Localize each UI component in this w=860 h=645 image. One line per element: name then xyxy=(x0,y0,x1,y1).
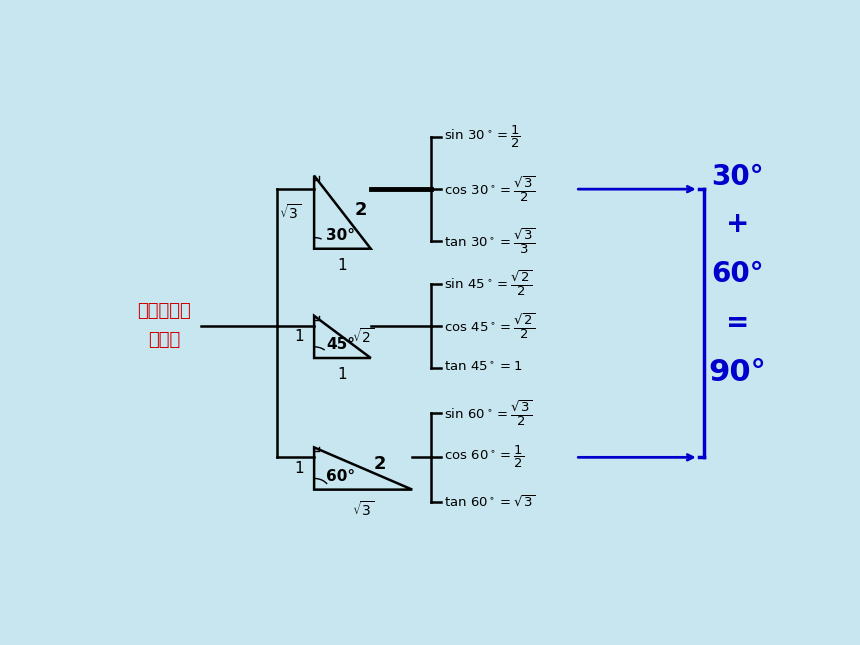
Text: 2: 2 xyxy=(354,201,367,219)
Text: $\sin\,45^\circ = \dfrac{\sqrt{2}}{2}$: $\sin\,45^\circ = \dfrac{\sqrt{2}}{2}$ xyxy=(444,268,532,299)
Text: 1: 1 xyxy=(294,461,304,476)
Text: 1: 1 xyxy=(338,367,347,382)
Text: $\tan\,45^\circ = 1$: $\tan\,45^\circ = 1$ xyxy=(444,361,522,375)
Text: $\tan\,60^\circ = \sqrt{3}$: $\tan\,60^\circ = \sqrt{3}$ xyxy=(444,495,535,510)
Text: $\cos\,45^\circ = \dfrac{\sqrt{2}}{2}$: $\cos\,45^\circ = \dfrac{\sqrt{2}}{2}$ xyxy=(444,311,536,341)
Text: $\cos\,30^\circ = \dfrac{\sqrt{3}}{2}$: $\cos\,30^\circ = \dfrac{\sqrt{3}}{2}$ xyxy=(444,174,536,204)
Text: 30°: 30° xyxy=(711,163,764,191)
Text: 60°: 60° xyxy=(326,469,355,484)
Text: $\cos\,60^\circ = \dfrac{1}{2}$: $\cos\,60^\circ = \dfrac{1}{2}$ xyxy=(444,444,524,470)
Text: 1: 1 xyxy=(338,258,347,273)
Text: 30°: 30° xyxy=(326,228,355,243)
Text: 特殊角的三
角函数: 特殊角的三 角函数 xyxy=(138,302,191,350)
Text: 45°: 45° xyxy=(326,337,355,352)
Text: 2: 2 xyxy=(373,455,385,473)
Text: $\tan\,30^\circ = \dfrac{\sqrt{3}}{3}$: $\tan\,30^\circ = \dfrac{\sqrt{3}}{3}$ xyxy=(444,226,535,256)
Text: $\sqrt{3}$: $\sqrt{3}$ xyxy=(279,203,301,222)
Text: $\sin\,30^\circ = \dfrac{1}{2}$: $\sin\,30^\circ = \dfrac{1}{2}$ xyxy=(444,124,521,150)
Text: $\sqrt{3}$: $\sqrt{3}$ xyxy=(352,501,374,519)
Text: 60°: 60° xyxy=(711,259,764,288)
Text: $\sin\,60^\circ = \dfrac{\sqrt{3}}{2}$: $\sin\,60^\circ = \dfrac{\sqrt{3}}{2}$ xyxy=(444,398,532,428)
Text: $\sqrt{2}$: $\sqrt{2}$ xyxy=(353,328,375,346)
Text: 1: 1 xyxy=(294,330,304,344)
Text: =: = xyxy=(726,309,749,337)
Text: 90°: 90° xyxy=(709,359,766,388)
Text: +: + xyxy=(726,210,749,238)
